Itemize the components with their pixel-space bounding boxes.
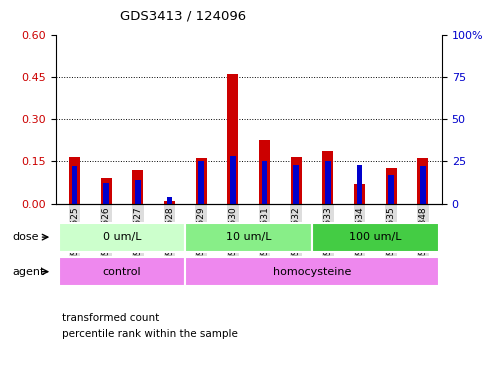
Bar	[185, 223, 312, 252]
Bar	[291, 157, 302, 204]
Bar	[420, 166, 426, 204]
Bar	[312, 223, 439, 252]
Bar	[199, 161, 204, 204]
Bar	[59, 257, 185, 286]
Text: 0 um/L: 0 um/L	[103, 232, 142, 242]
Bar	[164, 201, 175, 204]
Bar	[388, 175, 394, 204]
Bar	[262, 161, 268, 204]
Bar	[227, 74, 239, 204]
Bar	[196, 159, 207, 204]
Bar	[230, 156, 236, 204]
Text: percentile rank within the sample: percentile rank within the sample	[62, 329, 238, 339]
Text: dose: dose	[12, 232, 39, 242]
Text: 100 um/L: 100 um/L	[349, 232, 402, 242]
Text: homocysteine: homocysteine	[273, 266, 351, 277]
Bar	[135, 180, 141, 204]
Bar	[357, 165, 362, 204]
Bar	[103, 183, 109, 204]
Text: transformed count: transformed count	[62, 313, 159, 323]
Bar	[259, 140, 270, 204]
Bar	[293, 165, 299, 204]
Bar	[322, 151, 333, 204]
Text: control: control	[103, 266, 142, 277]
Bar	[71, 166, 77, 204]
Bar	[185, 257, 439, 286]
Bar	[132, 170, 143, 204]
Bar	[100, 178, 112, 204]
Bar	[325, 161, 331, 204]
Bar	[417, 159, 428, 204]
Bar	[69, 157, 80, 204]
Text: GDS3413 / 124096: GDS3413 / 124096	[120, 10, 247, 23]
Bar	[386, 168, 397, 204]
Bar	[354, 184, 365, 204]
Bar	[59, 223, 185, 252]
Text: 10 um/L: 10 um/L	[226, 232, 271, 242]
Text: agent: agent	[12, 266, 44, 277]
Bar	[167, 197, 172, 204]
